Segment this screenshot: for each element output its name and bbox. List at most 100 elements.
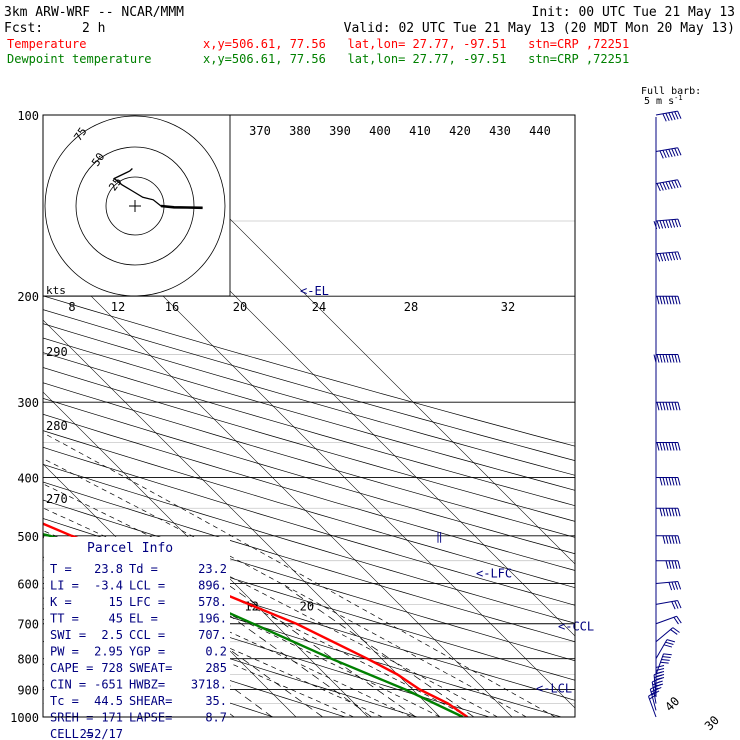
theta-label: 400: [369, 124, 391, 138]
wind-barb-feather: [668, 296, 672, 305]
parcel-row-value: -3.4: [94, 579, 123, 593]
wind-barb-feather: [671, 508, 675, 517]
wind-barb-feather: [668, 402, 672, 411]
wind-barb-feather: [668, 477, 672, 486]
pressure-tick-label: 700: [17, 618, 39, 632]
wind-barb-feather: [668, 149, 673, 158]
wind-barb: [656, 507, 681, 517]
wind-barb-feather: [661, 658, 670, 661]
pressure-tick-label: 1000: [10, 711, 39, 725]
wind-barb: [655, 251, 682, 262]
wind-barb-feather: [655, 664, 665, 668]
wind-barb-feather: [662, 656, 671, 659]
theta-label: 420: [449, 124, 471, 138]
wind-barb-feather: [671, 180, 676, 189]
parcel-row-value: 578.: [198, 595, 227, 609]
wind-barb: [655, 664, 665, 690]
wind-barb-feather: [656, 442, 660, 451]
parcel-row-label: Td =: [129, 562, 158, 576]
parcel-row-label: CELL =: [50, 727, 93, 740]
dry-adiabat-line: [43, 323, 575, 476]
wind-barb-feather: [668, 560, 672, 569]
level-marker-label: <-LFC: [476, 567, 512, 581]
wind-barb-feather: [674, 477, 678, 486]
parcel-row-label: CCL =: [129, 628, 165, 642]
hodograph-ring-label: 75: [71, 125, 89, 143]
theta-left-label: 280: [46, 419, 68, 433]
isotherm-line: [43, 247, 513, 717]
parcel-info-title: Parcel Info: [87, 541, 173, 556]
parcel-row-value: -651: [94, 678, 123, 692]
parcel-row-label: CIN =: [50, 678, 86, 692]
wind-barb-feather: [674, 111, 679, 120]
wind-barb-staff: [649, 689, 657, 711]
wind-barb-feather: [659, 220, 664, 229]
axis-labels: 1002003004005006007008009001000304023581…: [10, 109, 722, 733]
wind-barb-feather: [659, 182, 664, 191]
valid-time: Valid: 02 UTC Tue 21 May 13 (20 MDT Mon …: [344, 21, 735, 36]
wind-barb-feather: [660, 661, 669, 664]
wind-barbs-column: [648, 110, 682, 718]
wind-barb-feather: [649, 694, 657, 700]
wind-barb-staff: [655, 147, 678, 153]
legend-dewpoint-info: x,y=506.61, 77.56 lat,lon= 27.77, -97.51…: [203, 52, 629, 66]
dry-adiabat-line: [43, 295, 575, 447]
wind-barb-feather: [668, 354, 672, 363]
wind-barb-feather: [674, 581, 679, 590]
theta-left-label: 270: [46, 492, 68, 506]
wind-barb-feather: [662, 535, 666, 544]
parcel-row-label: YGP =: [129, 645, 165, 659]
wind-barb-feather: [662, 150, 667, 159]
wind-barb-feather: [674, 148, 679, 156]
wind-barb-feather: [677, 402, 681, 411]
wind-barb: [655, 147, 682, 159]
moist-adiabat-line: [43, 587, 354, 717]
hodograph-ring: [75, 146, 195, 266]
wind-barb: [655, 615, 682, 625]
wind-barb-feather: [677, 560, 681, 569]
wind-barb-feather: [677, 354, 681, 363]
wind-barb-feather: [668, 442, 672, 451]
wind-barb-staff: [655, 615, 677, 625]
speed-tick-label: 20: [233, 300, 247, 314]
wind-barb-feather: [674, 508, 678, 517]
wind-barb-feather: [671, 442, 675, 451]
wind-barb-feather: [677, 535, 681, 544]
theta-label: 370: [249, 124, 271, 138]
wind-barb: [653, 218, 682, 230]
wind-barb-staff: [655, 179, 678, 185]
forecast-hours: 2 h: [82, 21, 105, 36]
wind-barb-feather: [668, 508, 672, 517]
speed-tick-label: 16: [165, 300, 179, 314]
wind-barb-feather: [668, 535, 672, 544]
wind-barb-feather: [656, 253, 661, 262]
wind-barb-feather: [659, 508, 663, 517]
wind-barb-feather: [655, 673, 665, 677]
wind-barb-feather: [671, 252, 676, 261]
wind-barb-staff: [648, 696, 657, 718]
wind-barb-feather: [671, 560, 675, 569]
wind-barb-feather: [668, 181, 673, 190]
parcel-info-background: [44, 537, 230, 721]
wind-barb: [656, 560, 681, 569]
parcel-row-value: 3718.: [191, 678, 227, 692]
wind-barb-feather: [677, 600, 682, 609]
wind-barb-feather: [671, 219, 676, 228]
wind-barb-feather: [653, 221, 658, 230]
dry-adiabat-line: [43, 413, 575, 571]
wind-barb-feather: [671, 148, 676, 157]
parcel-row-label: SWI =: [50, 628, 86, 642]
parcel-row-label: TT =: [50, 612, 79, 626]
hodograph-units-label: kts: [46, 284, 66, 297]
hodograph-ring: [44, 115, 226, 296]
wind-barb-feather: [662, 508, 666, 517]
wind-barb-feather: [665, 354, 669, 363]
wind-barb-feather: [666, 639, 676, 643]
wind-barb: [655, 639, 676, 659]
wind-barb-feather: [659, 477, 663, 486]
wind-barb-feather: [662, 113, 667, 122]
wind-barb-feather: [668, 219, 673, 228]
parcel-row-value: 23.8: [94, 562, 123, 576]
parcel-info-box: Parcel Info T = 23.8 Td = 23.2 LI = -3.4 LCL =…: [44, 537, 230, 740]
isotherm-label: 40: [662, 694, 682, 714]
